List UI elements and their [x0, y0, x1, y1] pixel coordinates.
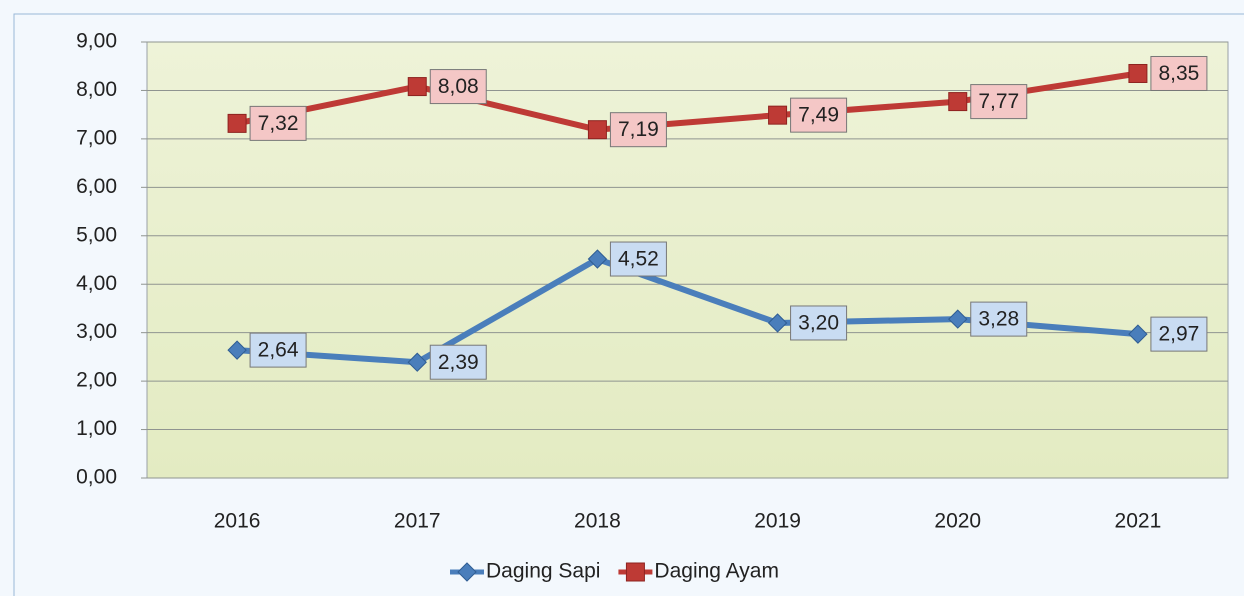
point [768, 105, 788, 125]
y-tick-label: 9,00 [76, 30, 117, 53]
y-tick-label: 5,00 [76, 223, 117, 246]
data-label: 3,28 [978, 308, 1019, 331]
data-label-box [790, 305, 848, 341]
point [948, 92, 968, 112]
point [227, 340, 247, 360]
legend-marker [625, 562, 645, 582]
x-tick-label: 2021 [1115, 510, 1162, 533]
plot-area [146, 41, 1229, 479]
point [1128, 63, 1148, 83]
point [767, 313, 788, 333]
data-label: 4,52 [618, 248, 659, 271]
data-label: 3,20 [798, 312, 839, 335]
y-tick-label: 6,00 [76, 175, 117, 198]
legend-label: Daging Sapi [486, 560, 600, 583]
y-tick-label: 2,00 [76, 369, 117, 392]
y-tick-label: 0,00 [76, 466, 117, 489]
y-tick-label: 3,00 [76, 320, 117, 343]
data-label: 2,39 [438, 351, 479, 374]
x-tick-label: 2020 [934, 510, 981, 533]
x-tick-label: 2017 [394, 510, 441, 533]
y-tick-label: 8,00 [76, 78, 117, 101]
data-label-box [970, 301, 1028, 337]
data-label: 2,64 [258, 339, 299, 362]
x-tick-label: 2018 [574, 510, 621, 533]
point [587, 120, 607, 140]
data-label-box [790, 97, 848, 133]
y-tick-label: 1,00 [76, 417, 117, 440]
y-tick-label: 7,00 [76, 126, 117, 149]
data-label-box [249, 332, 307, 368]
data-label-box [429, 69, 487, 105]
point [227, 113, 247, 133]
point [1128, 324, 1148, 344]
data-label-box [429, 344, 487, 380]
y-tick-label: 4,00 [76, 272, 117, 295]
data-label: 7,19 [618, 118, 659, 141]
point [407, 77, 427, 97]
data-label-box [1150, 55, 1208, 91]
legend-label: Daging Ayam [654, 560, 779, 583]
point [407, 352, 427, 372]
data-label-box [609, 241, 667, 277]
legend-marker [457, 562, 477, 582]
x-tick-label: 2019 [754, 510, 801, 533]
data-label: 7,32 [258, 112, 299, 135]
point [587, 249, 608, 269]
data-label: 8,08 [438, 75, 479, 98]
data-label: 7,77 [978, 90, 1019, 113]
point [948, 309, 968, 329]
data-label: 7,49 [798, 104, 839, 127]
data-label-box [609, 112, 667, 148]
frame [13, 13, 1244, 596]
data-label: 2,97 [1158, 323, 1199, 346]
data-label-box [249, 105, 307, 141]
data-label-box [970, 84, 1028, 120]
data-label-box [1150, 316, 1208, 352]
x-tick-label: 2016 [214, 510, 261, 533]
data-label: 8,35 [1158, 62, 1199, 85]
